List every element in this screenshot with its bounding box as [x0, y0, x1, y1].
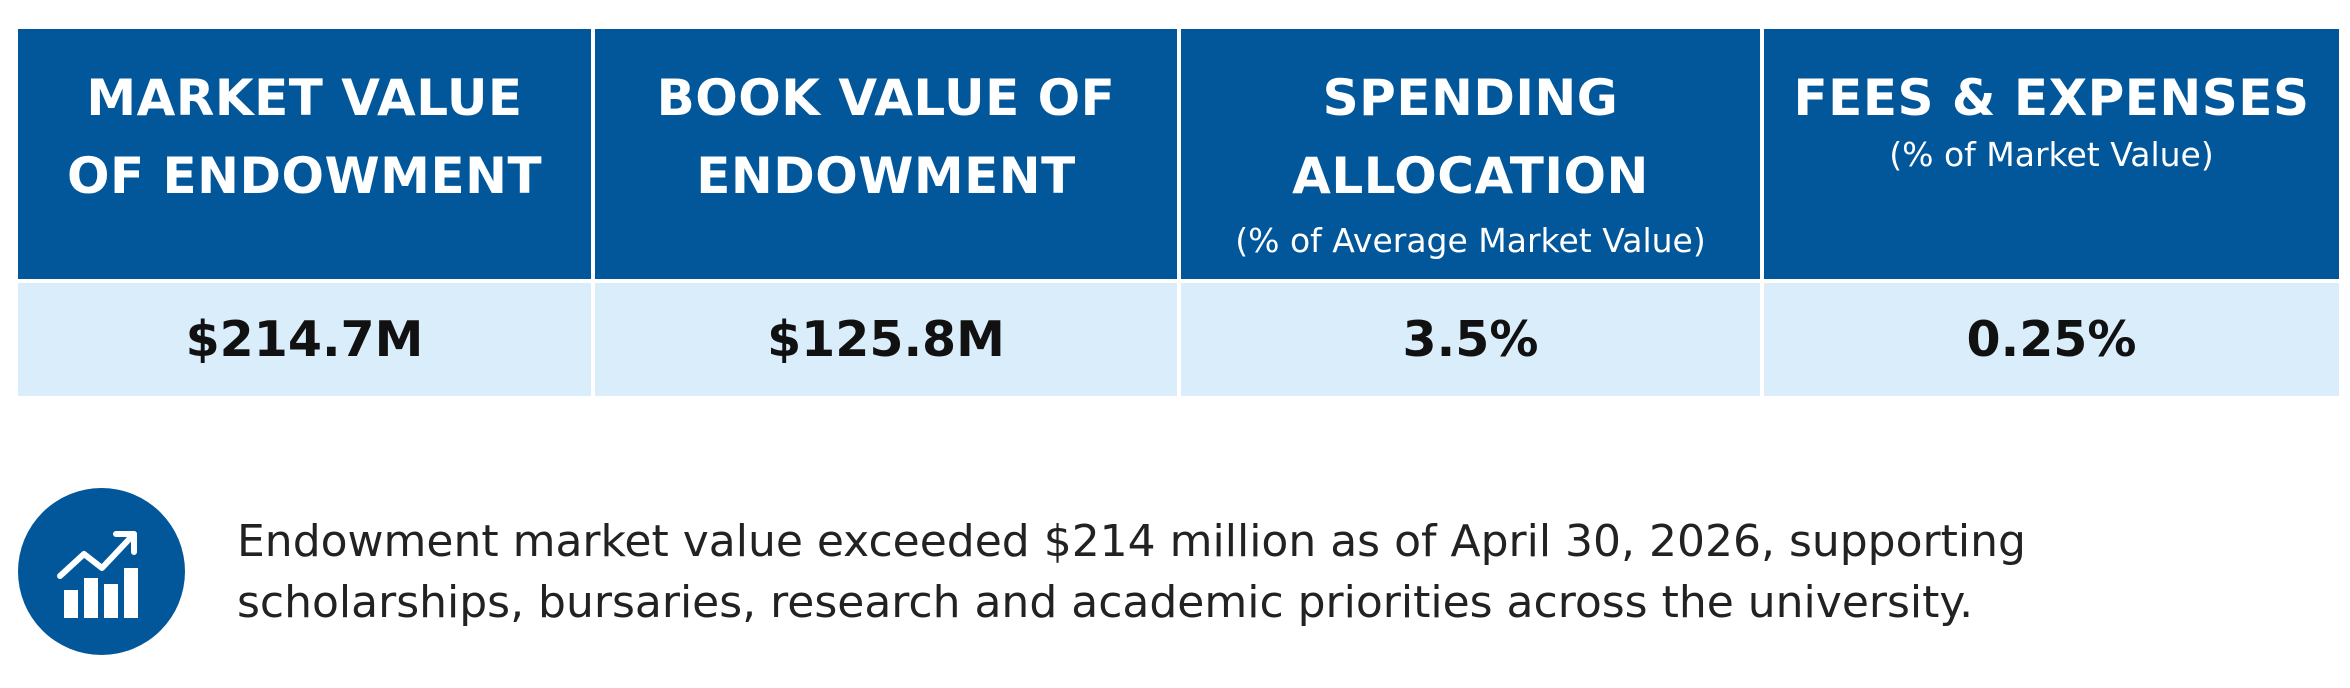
header-title: BOOK VALUE OF ENDOWMENT	[656, 69, 1116, 205]
header-title: SPENDING ALLOCATION	[1292, 69, 1649, 205]
header-fees-expenses: FEES & EXPENSES (% of Market Value)	[1764, 29, 2339, 279]
header-spending-allocation: SPENDING ALLOCATION (% of Average Market…	[1181, 29, 1760, 279]
value-spending-allocation: 3.5%	[1181, 283, 1760, 396]
endowment-stats-table: MARKET VALUE OF ENDOWMENT BOOK VALUE OF …	[18, 29, 2339, 396]
header-title: FEES & EXPENSES	[1793, 69, 2310, 127]
header-market-value: MARKET VALUE OF ENDOWMENT	[18, 29, 591, 279]
callout-text: Endowment market value exceeded $214 mil…	[237, 516, 2026, 628]
header-title: MARKET VALUE OF ENDOWMENT	[66, 69, 543, 205]
value-market-value: $214.7M	[18, 283, 591, 396]
growth-chart-icon	[18, 488, 185, 655]
header-note: (% of Market Value)	[1889, 135, 2214, 174]
endowment-callout: Endowment market value exceeded $214 mil…	[18, 488, 2318, 658]
value-book-value: $125.8M	[595, 283, 1177, 396]
value-fees-expenses: 0.25%	[1764, 283, 2339, 396]
header-book-value: BOOK VALUE OF ENDOWMENT	[595, 29, 1177, 279]
header-note: (% of Average Market Value)	[1235, 221, 1706, 260]
